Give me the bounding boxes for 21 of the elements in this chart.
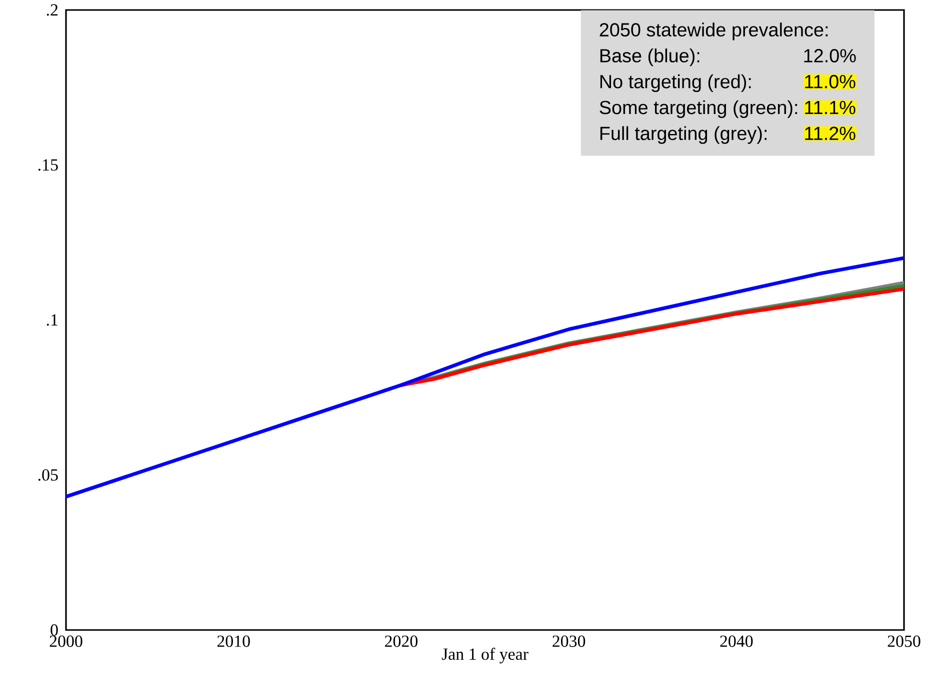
annotation: 2050 statewide prevalence: — [600, 22, 828, 40]
x-tick-label: 2000 — [50, 636, 82, 647]
annotation: 11.1% — [805, 100, 856, 114]
y-tick-label: .15 — [38, 159, 58, 171]
y-tick-label: 0 — [50, 624, 58, 636]
x-tick-label: 2020 — [385, 636, 418, 647]
x-tick-label: 2050 — [888, 636, 920, 647]
x-tick-label: 2030 — [552, 636, 586, 647]
x-tick-label: 2040 — [720, 636, 753, 647]
x-tick-label: 2010 — [217, 636, 250, 647]
annotation: 11.2% — [805, 126, 856, 140]
y-tick-label: .2 — [46, 4, 58, 16]
annotation: Some targeting (green): — [600, 100, 798, 118]
y-tick-label: .05 — [38, 469, 58, 481]
annotation: 12.0% — [804, 49, 856, 62]
annotation: No targeting (red): — [600, 74, 751, 92]
x-axis-title: Jan 1 of year — [442, 648, 528, 664]
annotation: Full targeting (grey): — [600, 126, 766, 144]
annotation: 11.0% — [805, 74, 856, 88]
annotation: Base (blue): — [600, 48, 700, 66]
y-tick-label: .1 — [46, 314, 58, 326]
